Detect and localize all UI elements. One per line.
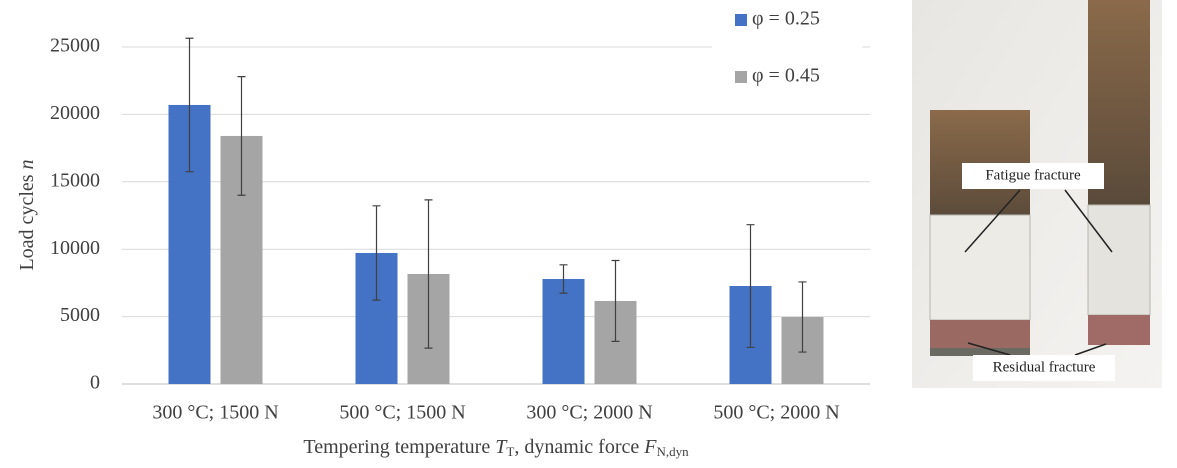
x-label-text: , dynamic force <box>514 436 644 458</box>
right-fatigue-surface <box>1087 204 1151 316</box>
y-tick-label: 10000 <box>50 237 100 259</box>
x-tick-label: 300 °C; 2000 N <box>526 402 652 424</box>
left-residual-surface <box>930 320 1030 350</box>
y-tick-label: 20000 <box>50 102 100 124</box>
error-bar <box>798 281 807 353</box>
arrow <box>964 189 1113 356</box>
x-label-symbol: T <box>495 436 508 458</box>
legend-swatch <box>735 14 747 26</box>
error-bar <box>185 37 194 173</box>
bar <box>542 278 585 384</box>
photo-label: Fatigue fracture <box>985 167 1081 183</box>
x-tick-label: 300 °C; 1500 N <box>152 402 278 424</box>
y-axis-label: Load cycles n <box>16 159 38 270</box>
error-bar <box>746 224 755 348</box>
legend-label: φ = 0.25 <box>752 8 820 30</box>
y-tick-label: 5000 <box>60 304 100 326</box>
x-label-text: Tempering temperature <box>303 436 495 458</box>
x-label-symbol: F <box>643 436 657 458</box>
error-bar <box>611 259 620 343</box>
error-bar <box>372 205 381 301</box>
y-label-symbol: n <box>16 159 38 169</box>
y-tick-label: 25000 <box>50 35 100 57</box>
right-residual-surface <box>1088 315 1150 345</box>
label-box <box>973 355 1115 381</box>
left-bar-edge <box>930 348 1030 356</box>
legend-label: φ = 0.45 <box>752 65 820 87</box>
photo: Fatigue fracture Residual fracture <box>912 0 1162 388</box>
y-label-text: Load cycles <box>16 169 38 270</box>
x-label-sub: N,dyn <box>656 444 689 459</box>
error-bar <box>559 264 568 294</box>
x-tick-label: 500 °C; 1500 N <box>339 402 465 424</box>
label-box <box>962 163 1104 189</box>
y-tick-label: 0 <box>90 372 100 394</box>
error-bar <box>424 199 433 349</box>
y-tick-label: 15000 <box>50 169 100 191</box>
x-tick-label: 500 °C; 2000 N <box>713 402 839 424</box>
legend-swatch <box>735 71 747 83</box>
x-label-sub: T <box>506 444 514 459</box>
error-bar <box>237 76 246 196</box>
left-fatigue-surface <box>929 214 1031 321</box>
x-axis-label: Tempering temperature TT, dynamic force … <box>303 436 689 459</box>
photo-label: Residual fracture <box>993 359 1096 375</box>
